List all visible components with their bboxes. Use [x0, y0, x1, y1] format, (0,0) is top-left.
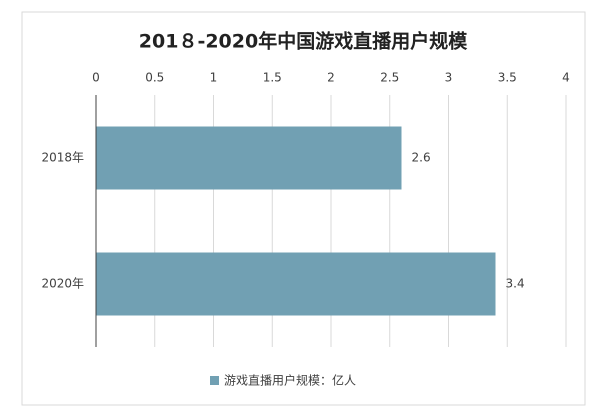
x-tick-label: 2 [327, 71, 335, 85]
x-tick-label: 2.5 [380, 71, 399, 85]
chart-title: 201８-2020年中国游戏直播用户规模 [139, 30, 468, 53]
chart-frame [21, 11, 586, 406]
x-tick-label: 0.5 [145, 71, 164, 85]
x-tick-label: 0 [92, 71, 100, 85]
y-tick-label: 2018年 [41, 151, 84, 165]
bar [96, 126, 402, 190]
x-tick-label: 4 [562, 71, 570, 85]
data-label: 3.4 [506, 277, 525, 291]
x-tick-label: 3.5 [498, 71, 517, 85]
data-label: 2.6 [412, 151, 431, 165]
x-tick-label: 1.5 [263, 71, 282, 85]
x-tick-label: 1 [210, 71, 218, 85]
bar [96, 252, 496, 316]
x-tick-label: 3 [445, 71, 453, 85]
y-tick-label: 2020年 [41, 277, 84, 291]
legend-swatch [210, 376, 219, 385]
legend-label: 游戏直播用户规模：亿人 [224, 373, 356, 388]
